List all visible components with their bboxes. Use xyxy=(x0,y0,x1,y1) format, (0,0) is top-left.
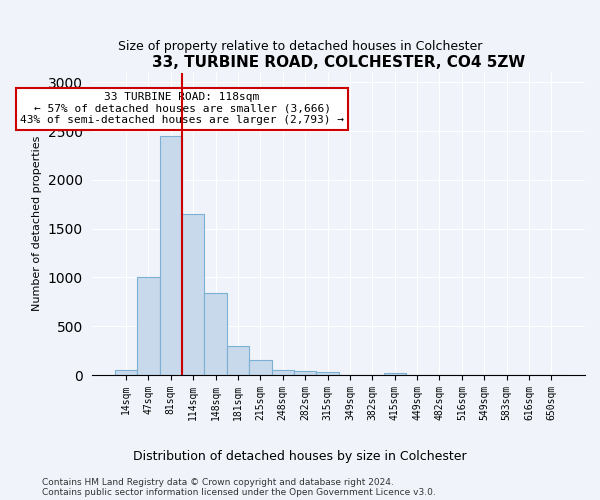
Bar xyxy=(182,214,205,375)
Bar xyxy=(205,293,227,375)
Title: 33, TURBINE ROAD, COLCHESTER, CO4 5ZW: 33, TURBINE ROAD, COLCHESTER, CO4 5ZW xyxy=(152,55,526,70)
Bar xyxy=(294,371,316,375)
Text: Distribution of detached houses by size in Colchester: Distribution of detached houses by size … xyxy=(133,450,467,463)
Bar xyxy=(272,370,294,375)
Bar xyxy=(227,346,249,375)
Text: Contains HM Land Registry data © Crown copyright and database right 2024.
Contai: Contains HM Land Registry data © Crown c… xyxy=(42,478,436,497)
Bar xyxy=(137,278,160,375)
Text: Size of property relative to detached houses in Colchester: Size of property relative to detached ho… xyxy=(118,40,482,53)
Bar xyxy=(160,136,182,375)
Text: 33 TURBINE ROAD: 118sqm
← 57% of detached houses are smaller (3,666)
43% of semi: 33 TURBINE ROAD: 118sqm ← 57% of detache… xyxy=(20,92,344,126)
Y-axis label: Number of detached properties: Number of detached properties xyxy=(32,136,42,312)
Bar xyxy=(383,372,406,375)
Bar xyxy=(316,372,339,375)
Bar xyxy=(115,370,137,375)
Bar xyxy=(249,360,272,375)
